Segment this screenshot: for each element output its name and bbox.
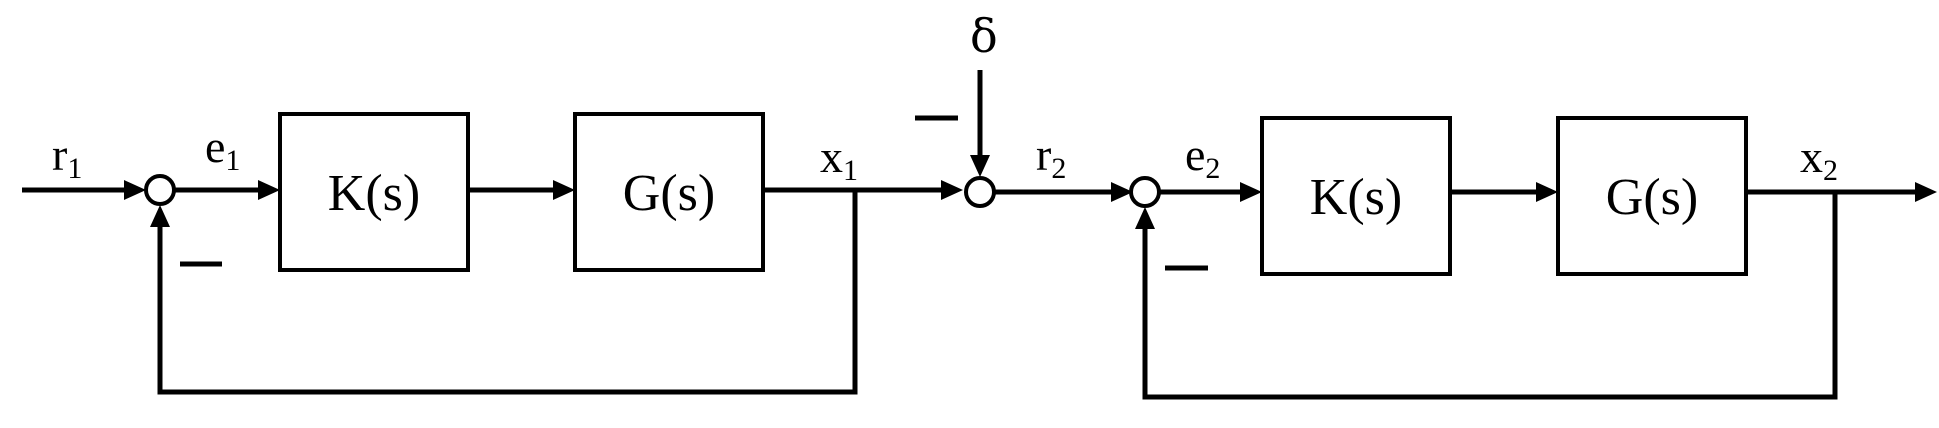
loop2-feedback-line (1142, 192, 1838, 400)
loop1-input-arrowhead (124, 180, 146, 200)
loop2-error-arrowhead (1240, 182, 1262, 202)
loop2-output-label-sub: 2 (1823, 154, 1838, 187)
loop2-error-label-sub: 2 (1205, 152, 1220, 185)
loop1-error-label-base: e (205, 121, 225, 172)
loop1-output-label-base: x (820, 131, 843, 182)
loop2-error-label: e2 (1185, 129, 1220, 185)
loop2-input-label: r2 (1036, 129, 1066, 185)
loop2-input-label-sub: 2 (1051, 152, 1066, 185)
loop2-plant-arrowhead (1536, 182, 1558, 202)
loop2-summing-junction (1129, 176, 1161, 208)
loop2-feedback-arrowhead (1135, 207, 1155, 229)
loop2-output-arrowhead (1915, 182, 1937, 202)
loop2-error-label-base: e (1185, 129, 1205, 180)
loop1-plant-label: G(s) (623, 165, 715, 222)
loop2-output-label: x2 (1800, 131, 1838, 187)
loop2-controller-block (1260, 116, 1452, 276)
disturbance-arrowhead (970, 155, 990, 177)
loop2-plant-block (1556, 116, 1748, 276)
disturbance-summing-junction (964, 176, 996, 208)
loop1-plant-block (573, 112, 765, 272)
loop1-input-label: r1 (52, 129, 82, 185)
loop1-input-label-sub: 1 (67, 152, 82, 185)
loop1-input-label-base: r (52, 129, 67, 180)
loop2-controller-label: K(s) (1310, 169, 1402, 226)
disturbance-label: δ (970, 9, 998, 63)
loop1-controller-label: K(s) (328, 165, 420, 222)
loop1-feedback-line (157, 190, 858, 395)
loop1-feedback-arrowhead (150, 205, 170, 227)
loop2-input-label-base: r (1036, 129, 1051, 180)
loop1-output-label-sub: 1 (843, 154, 858, 187)
loop1-error-label-sub: 1 (225, 144, 240, 177)
loop1-output-label: x1 (820, 131, 858, 187)
loop2-plant-label: G(s) (1606, 169, 1698, 226)
loop1-summing-junction (144, 174, 176, 206)
r2-arrowhead (1111, 182, 1133, 202)
loop1-error-label: e1 (205, 121, 240, 177)
loop2-output-label-base: x (1800, 131, 1823, 182)
loop1-error-arrowhead (258, 180, 280, 200)
loop1-plant-arrowhead (553, 180, 575, 200)
loop1-output-arrowhead (941, 180, 963, 200)
